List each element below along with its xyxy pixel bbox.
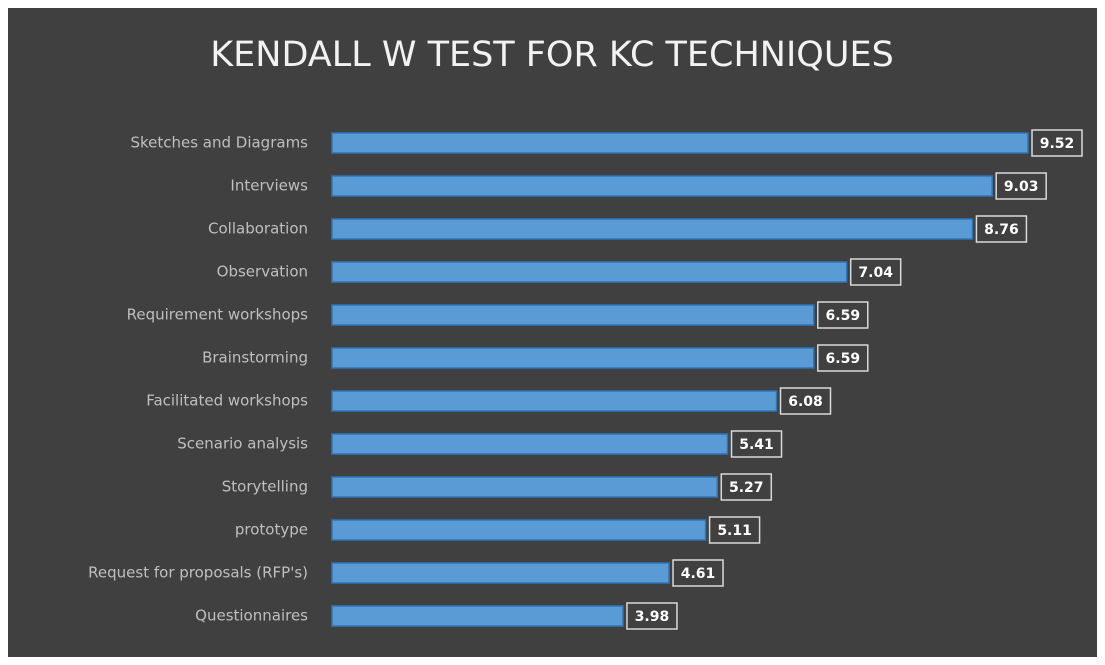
- bar: [331, 390, 778, 412]
- y-tick-label: Request for proposals (RFP's): [88, 564, 308, 582]
- bar: [331, 476, 719, 498]
- y-tick-label: Collaboration: [208, 220, 308, 238]
- data-label: 4.61: [681, 566, 716, 582]
- data-label-box: [730, 430, 783, 458]
- data-label-box: [672, 559, 724, 587]
- bar: [331, 605, 624, 627]
- bar: [331, 347, 815, 369]
- data-label-box: [708, 516, 761, 544]
- y-tick-label: Brainstorming: [202, 349, 308, 367]
- bar: [331, 433, 729, 455]
- data-label-box: [720, 473, 773, 501]
- bar: [331, 132, 1029, 154]
- data-label: 6.59: [826, 351, 861, 367]
- data-label: 7.04: [858, 265, 893, 281]
- data-label-box: [995, 172, 1047, 200]
- bar: [331, 562, 670, 584]
- y-tick-label: Scenario analysis: [177, 435, 308, 453]
- data-label-box: [849, 258, 902, 286]
- chart-title: KENDALL W TEST FOR KC TECHNIQUES: [210, 35, 894, 75]
- y-tick-label: prototype: [235, 521, 308, 539]
- y-tick-label: Facilitated workshops: [146, 392, 308, 410]
- data-label: 9.52: [1040, 136, 1075, 152]
- data-label-box: [817, 344, 869, 372]
- data-label: 6.08: [788, 394, 823, 410]
- y-tick-label: Questionnaires: [195, 607, 308, 625]
- y-tick-label: Storytelling: [222, 478, 308, 496]
- data-label: 9.03: [1004, 179, 1039, 195]
- data-label-box: [779, 387, 832, 415]
- y-tick-label: Interviews: [230, 177, 308, 195]
- data-label-box: [1031, 129, 1083, 157]
- data-label: 6.59: [826, 308, 861, 324]
- bar: [331, 261, 848, 283]
- y-tick-label: Observation: [217, 263, 308, 281]
- y-tick-label: Requirement workshops: [127, 306, 309, 324]
- data-label: 5.27: [729, 480, 764, 496]
- data-label: 5.41: [739, 437, 774, 453]
- data-label: 5.11: [717, 523, 752, 539]
- bar: [331, 175, 993, 197]
- data-label-box: [817, 301, 869, 329]
- data-label-box: [626, 602, 678, 630]
- bar: [331, 218, 974, 240]
- bar: [331, 304, 815, 326]
- bar: [331, 519, 707, 541]
- data-label-box: [975, 215, 1028, 243]
- data-label: 8.76: [984, 222, 1019, 238]
- y-tick-label: Sketches and Diagrams: [130, 134, 308, 152]
- data-label: 3.98: [635, 609, 670, 625]
- chart-background: [8, 8, 1097, 657]
